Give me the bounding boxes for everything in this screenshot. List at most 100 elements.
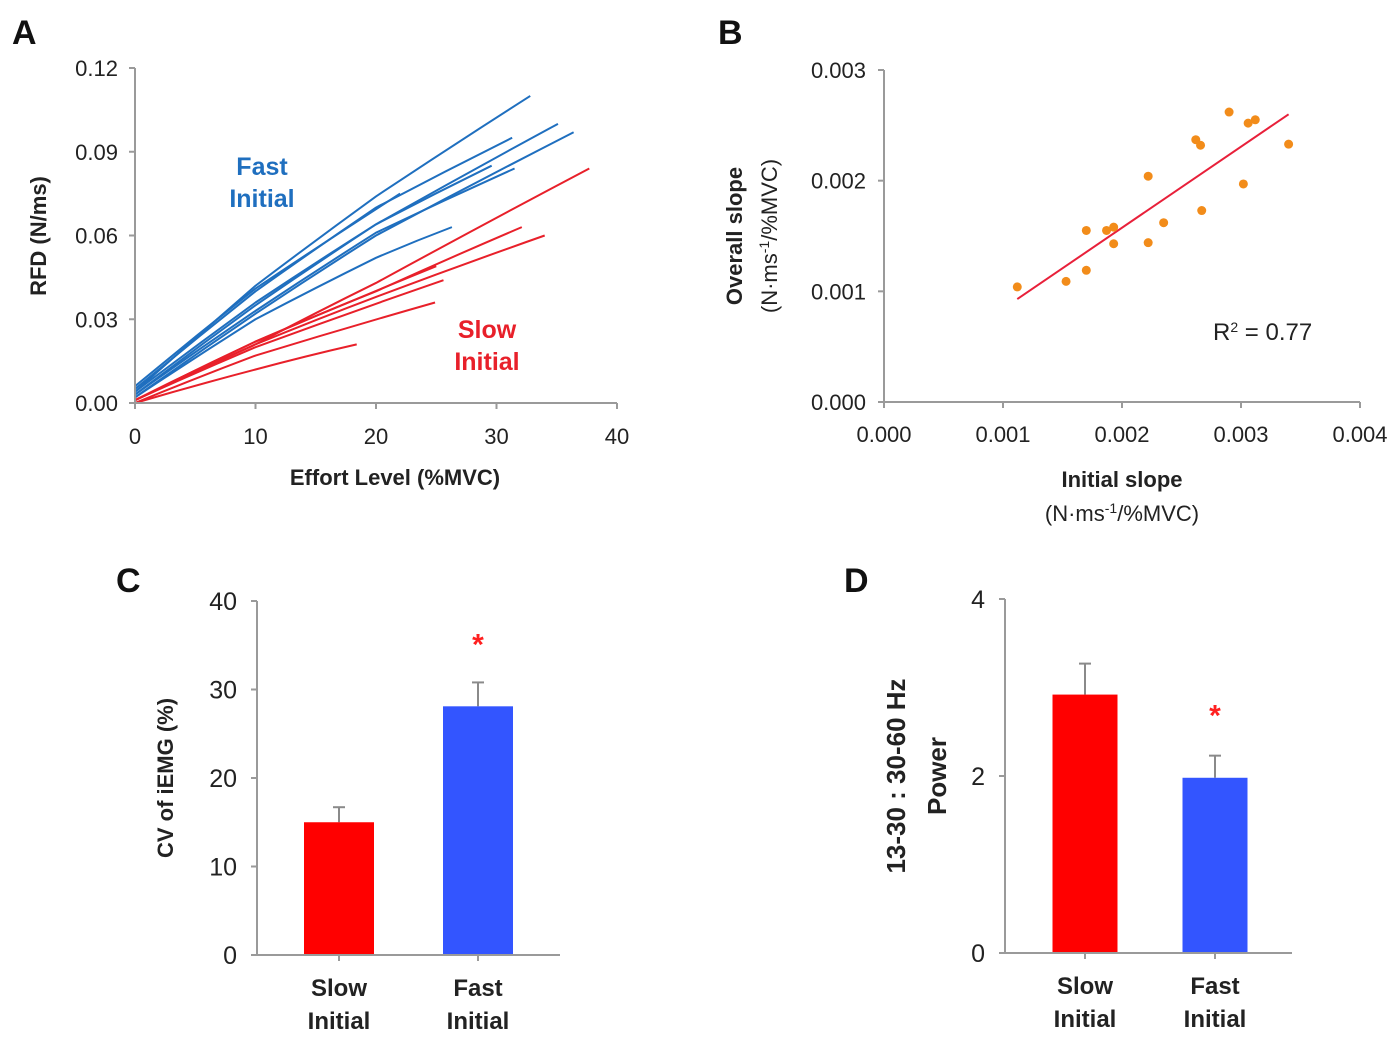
line-slow-3 — [134, 234, 546, 402]
panel-a-xlabel: Effort Level (%MVC) — [290, 465, 500, 490]
panel-d-ticks: 0 2 4 Slow Initial Fast Initial — [971, 586, 1246, 1033]
scatter-point — [1224, 107, 1234, 117]
panel-label-a: A — [12, 14, 37, 52]
panel-b-points — [1012, 107, 1294, 292]
panel-b: B 0.000 0.001 0.002 0.003 0.0040.0000.0010.0… — [718, 14, 1388, 526]
y-tick-label: 0.03 — [75, 307, 118, 332]
line-slow-1 — [134, 167, 590, 402]
scatter-point — [1197, 206, 1207, 216]
scatter-point — [1243, 118, 1253, 128]
line-fast-7 — [134, 192, 401, 388]
category-label-line2: Initial — [308, 1008, 371, 1035]
category-label-line1: Fast — [1190, 973, 1239, 1000]
category-label-line2: Initial — [1054, 1006, 1117, 1033]
scatter-point — [1238, 179, 1248, 189]
x-tick-label: 40 — [605, 424, 629, 449]
x-tick-label: 0 — [129, 424, 141, 449]
panel-d-ylabel-line1: 13-30 : 30-60 Hz — [881, 678, 911, 873]
x-tick-label: 0.000 — [856, 422, 911, 447]
panel-d-bars: * — [1052, 662, 1248, 953]
y-tick-label: 0.12 — [75, 56, 118, 81]
scatter-point — [1081, 265, 1091, 275]
line-fast-6 — [134, 226, 453, 399]
annotation-slow-initial-line1: Slow — [458, 316, 517, 344]
y-tick-label: 30 — [209, 677, 237, 705]
y-tick-label: 0.001 — [811, 279, 866, 304]
scatter-point — [1284, 139, 1294, 149]
line-slow-7 — [134, 343, 357, 404]
r-squared-label: R2 = 0.77 — [1213, 319, 1312, 346]
scatter-point — [1109, 239, 1119, 249]
panel-c: C * 0 10 20 30 40 Slow Initial Fast Initial CV o… — [116, 562, 560, 1035]
y-tick-label: 0 — [223, 942, 237, 970]
bar-fast-initial — [1182, 777, 1248, 953]
scatter-point — [1143, 238, 1153, 248]
significance-marker: * — [1209, 700, 1221, 733]
line-slow-4 — [134, 265, 437, 402]
scatter-point — [1143, 171, 1153, 181]
y-tick-label: 20 — [209, 765, 237, 793]
panel-b-ylabel-units: (N·ms-1/%MVC) — [756, 159, 782, 313]
category-label-line1: Slow — [1057, 973, 1113, 1000]
category-label-line1: Slow — [311, 975, 367, 1002]
panel-d: D * 0 2 4 Slow Initial Fast Initial 13-30 : 30… — [844, 562, 1292, 1033]
panel-a: A 0 10 20 30 40 0.00 0.03 0.06 0.09 0.12 Effort L… — [12, 14, 629, 490]
regression-line — [1016, 113, 1290, 300]
x-tick-label: 10 — [243, 424, 267, 449]
panel-b-ylabel: Overall slope — [722, 167, 747, 305]
line-fast-8 — [134, 167, 515, 396]
panel-a-ticks: 0 10 20 30 40 0.00 0.03 0.06 0.09 0.12 — [75, 56, 629, 449]
panel-b-ticks: 0.000 0.001 0.002 0.003 0.004 0.000 0.001 0.002… — [811, 58, 1388, 447]
line-fast-5 — [134, 164, 493, 393]
y-tick-label: 0.00 — [75, 391, 118, 416]
panel-label-d: D — [844, 562, 869, 600]
y-tick-label: 40 — [209, 588, 237, 616]
category-label-line2: Initial — [447, 1008, 510, 1035]
y-tick-label: 0.003 — [811, 58, 866, 83]
x-tick-label: 20 — [364, 424, 388, 449]
category-label-line1: Fast — [453, 975, 502, 1002]
panel-a-ylabel: RFD (N/ms) — [26, 176, 51, 296]
line-slow-6 — [134, 301, 436, 404]
bar-fast-initial — [443, 706, 513, 955]
y-tick-label: 0.06 — [75, 224, 118, 249]
x-tick-label: 0.002 — [1094, 422, 1149, 447]
scatter-point — [1196, 140, 1206, 150]
y-tick-label: 10 — [209, 854, 237, 882]
panel-label-b: B — [718, 14, 743, 52]
annotation-fast-initial-line2: Initial — [229, 185, 294, 213]
panel-d-ylabel-line2: Power — [922, 737, 952, 815]
x-tick-label: 0.004 — [1332, 422, 1387, 447]
panel-b-fit-line — [1016, 113, 1290, 300]
scatter-point — [1109, 222, 1119, 232]
scatter-point — [1061, 276, 1071, 286]
y-tick-label: 0.000 — [811, 390, 866, 415]
category-label-line2: Initial — [1184, 1006, 1247, 1033]
scatter-point — [1012, 282, 1022, 292]
y-tick-label: 0 — [971, 940, 985, 968]
scatter-point — [1250, 115, 1260, 125]
scatter-point — [1102, 225, 1112, 235]
x-tick-label: 30 — [484, 424, 508, 449]
bar-slow-initial — [1052, 694, 1118, 953]
y-tick-label: 0.002 — [811, 169, 866, 194]
scatter-point — [1159, 218, 1169, 228]
significance-marker: * — [472, 628, 484, 661]
panel-c-ticks: 0 10 20 30 40 Slow Initial Fast Initial — [209, 588, 509, 1035]
annotation-fast-initial-line1: Fast — [236, 153, 288, 181]
panel-c-bars: * — [304, 628, 513, 955]
bar-slow-initial — [304, 822, 374, 955]
panel-b-xlabel: Initial slope — [1061, 467, 1182, 492]
x-tick-label: 0.001 — [975, 422, 1030, 447]
annotation-slow-initial-line2: Initial — [454, 348, 519, 376]
panel-c-ylabel: CV of iEMG (%) — [153, 698, 178, 858]
y-tick-label: 4 — [971, 586, 985, 614]
panel-a-lines — [134, 95, 590, 404]
y-tick-label: 2 — [971, 763, 985, 791]
line-slow-5 — [134, 279, 444, 402]
scatter-point — [1081, 225, 1091, 235]
y-tick-label: 0.09 — [75, 140, 118, 165]
line-fast-4 — [134, 131, 575, 399]
panel-b-xlabel-units: (N·ms-1/%MVC) — [1045, 500, 1199, 526]
